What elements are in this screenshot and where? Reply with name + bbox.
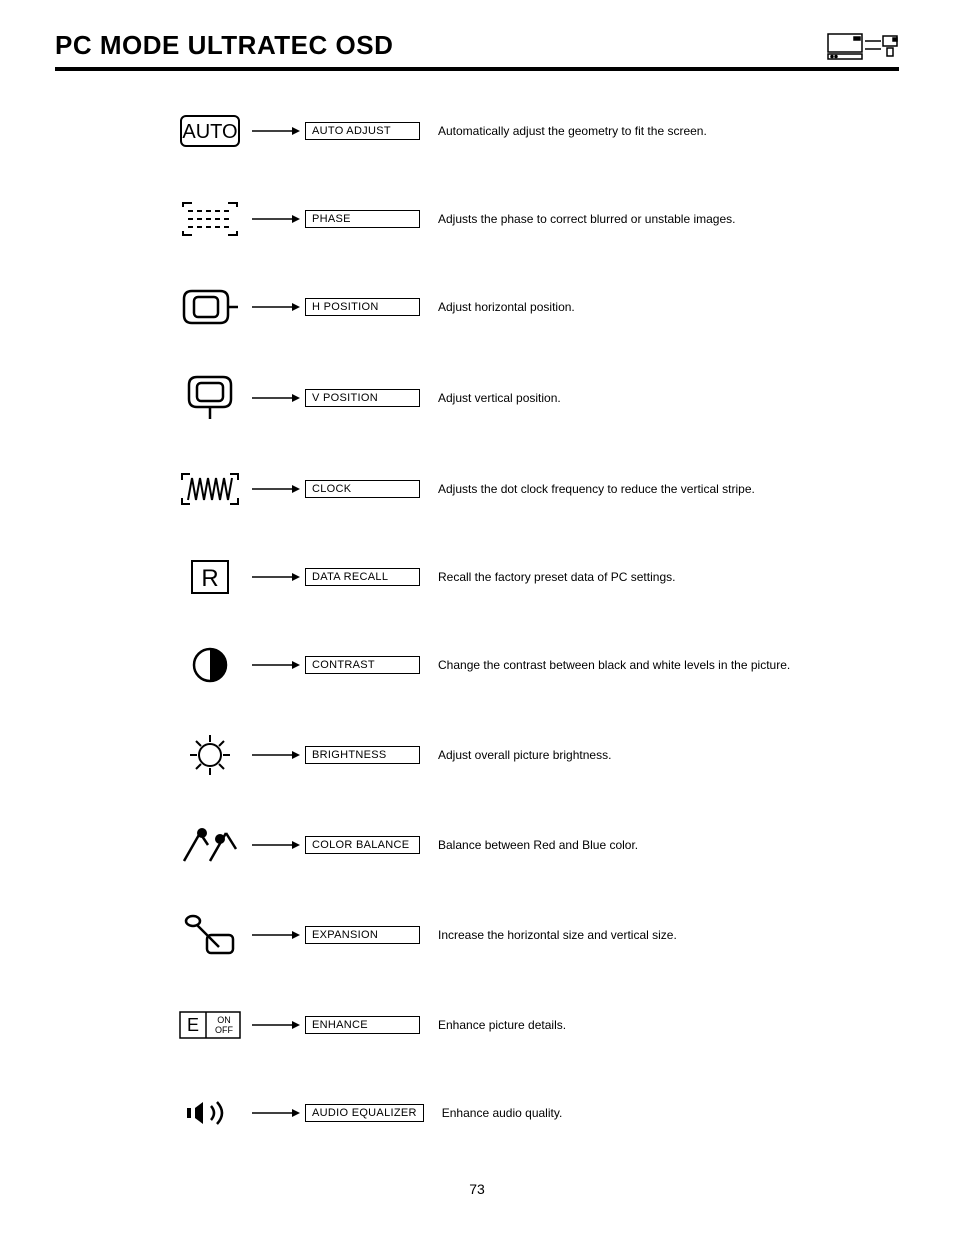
arrow-icon — [245, 483, 305, 495]
desc-v-position: Adjust vertical position. — [438, 390, 561, 406]
row-h-position: H POSITION Adjust horizontal position. — [175, 287, 899, 327]
brightness-icon — [175, 733, 245, 777]
arrow-icon — [245, 839, 305, 851]
svg-text:AUTO: AUTO — [182, 121, 237, 143]
desc-auto-adjust: Automatically adjust the geometry to fit… — [438, 123, 707, 139]
phase-icon — [175, 199, 245, 239]
contrast-icon — [175, 645, 245, 685]
page-title: PC MODE ULTRATEC OSD — [55, 30, 393, 61]
label-clock: CLOCK — [305, 480, 420, 498]
desc-clock: Adjusts the dot clock frequency to reduc… — [438, 481, 755, 497]
row-contrast: CONTRAST Change the contrast between bla… — [175, 645, 899, 685]
label-auto-adjust: AUTO ADJUST — [305, 122, 420, 140]
arrow-icon — [245, 125, 305, 137]
clock-icon — [175, 472, 245, 506]
row-phase: PHASE Adjusts the phase to correct blurr… — [175, 199, 899, 239]
desc-h-position: Adjust horizontal position. — [438, 299, 575, 315]
svg-text:E: E — [187, 1015, 199, 1035]
arrow-icon — [245, 571, 305, 583]
row-color-balance: COLOR BALANCE Balance between Red and Bl… — [175, 825, 899, 865]
page: PC MODE ULTRATEC OSD — [0, 0, 954, 1237]
label-color-balance: COLOR BALANCE — [305, 836, 420, 854]
label-enhance: ENHANCE — [305, 1016, 420, 1034]
row-data-recall: R DATA RECALL Recall the factory preset … — [175, 557, 899, 597]
arrow-icon — [245, 749, 305, 761]
expansion-icon — [175, 913, 245, 957]
h-position-icon — [175, 287, 245, 327]
label-v-position: V POSITION — [305, 389, 420, 407]
row-enhance: E ON OFF ENHANCE Enhance picture details… — [175, 1005, 899, 1045]
desc-brightness: Adjust overall picture brightness. — [438, 747, 611, 763]
arrow-icon — [245, 1019, 305, 1031]
desc-audio-equalizer: Enhance audio quality. — [442, 1105, 563, 1121]
svg-text:OFF: OFF — [215, 1025, 233, 1035]
row-auto-adjust: AUTO AUTO ADJUST Automatically adjust th… — [175, 111, 899, 151]
arrow-icon — [245, 1107, 305, 1119]
row-clock: CLOCK Adjusts the dot clock frequency to… — [175, 469, 899, 509]
desc-phase: Adjusts the phase to correct blurred or … — [438, 211, 736, 227]
svg-text:R: R — [201, 565, 218, 592]
header-device-icon — [827, 31, 899, 61]
row-brightness: BRIGHTNESS Adjust overall picture bright… — [175, 733, 899, 777]
arrow-icon — [245, 659, 305, 671]
label-audio-equalizer: AUDIO EQUALIZER — [305, 1104, 424, 1122]
color-balance-icon — [175, 825, 245, 865]
row-v-position: V POSITION Adjust vertical position. — [175, 375, 899, 421]
page-number: 73 — [55, 1181, 899, 1197]
desc-enhance: Enhance picture details. — [438, 1017, 566, 1033]
label-brightness: BRIGHTNESS — [305, 746, 420, 764]
enhance-icon: E ON OFF — [175, 1010, 245, 1040]
v-position-icon — [175, 375, 245, 421]
desc-expansion: Increase the horizontal size and vertica… — [438, 927, 677, 943]
row-audio-equalizer: AUDIO EQUALIZER Enhance audio quality. — [175, 1093, 899, 1133]
svg-text:ON: ON — [217, 1015, 231, 1025]
arrow-icon — [245, 929, 305, 941]
row-expansion: EXPANSION Increase the horizontal size a… — [175, 913, 899, 957]
audio-equalizer-icon — [175, 1098, 245, 1128]
arrow-icon — [245, 213, 305, 225]
desc-contrast: Change the contrast between black and wh… — [438, 657, 790, 673]
desc-color-balance: Balance between Red and Blue color. — [438, 837, 638, 853]
arrow-icon — [245, 392, 305, 404]
label-expansion: EXPANSION — [305, 926, 420, 944]
label-contrast: CONTRAST — [305, 656, 420, 674]
label-h-position: H POSITION — [305, 298, 420, 316]
data-recall-icon: R — [175, 559, 245, 595]
arrow-icon — [245, 301, 305, 313]
header: PC MODE ULTRATEC OSD — [55, 30, 899, 71]
rows-container: AUTO AUTO ADJUST Automatically adjust th… — [55, 111, 899, 1133]
auto-icon: AUTO — [175, 114, 245, 148]
label-data-recall: DATA RECALL — [305, 568, 420, 586]
desc-data-recall: Recall the factory preset data of PC set… — [438, 569, 675, 585]
label-phase: PHASE — [305, 210, 420, 228]
